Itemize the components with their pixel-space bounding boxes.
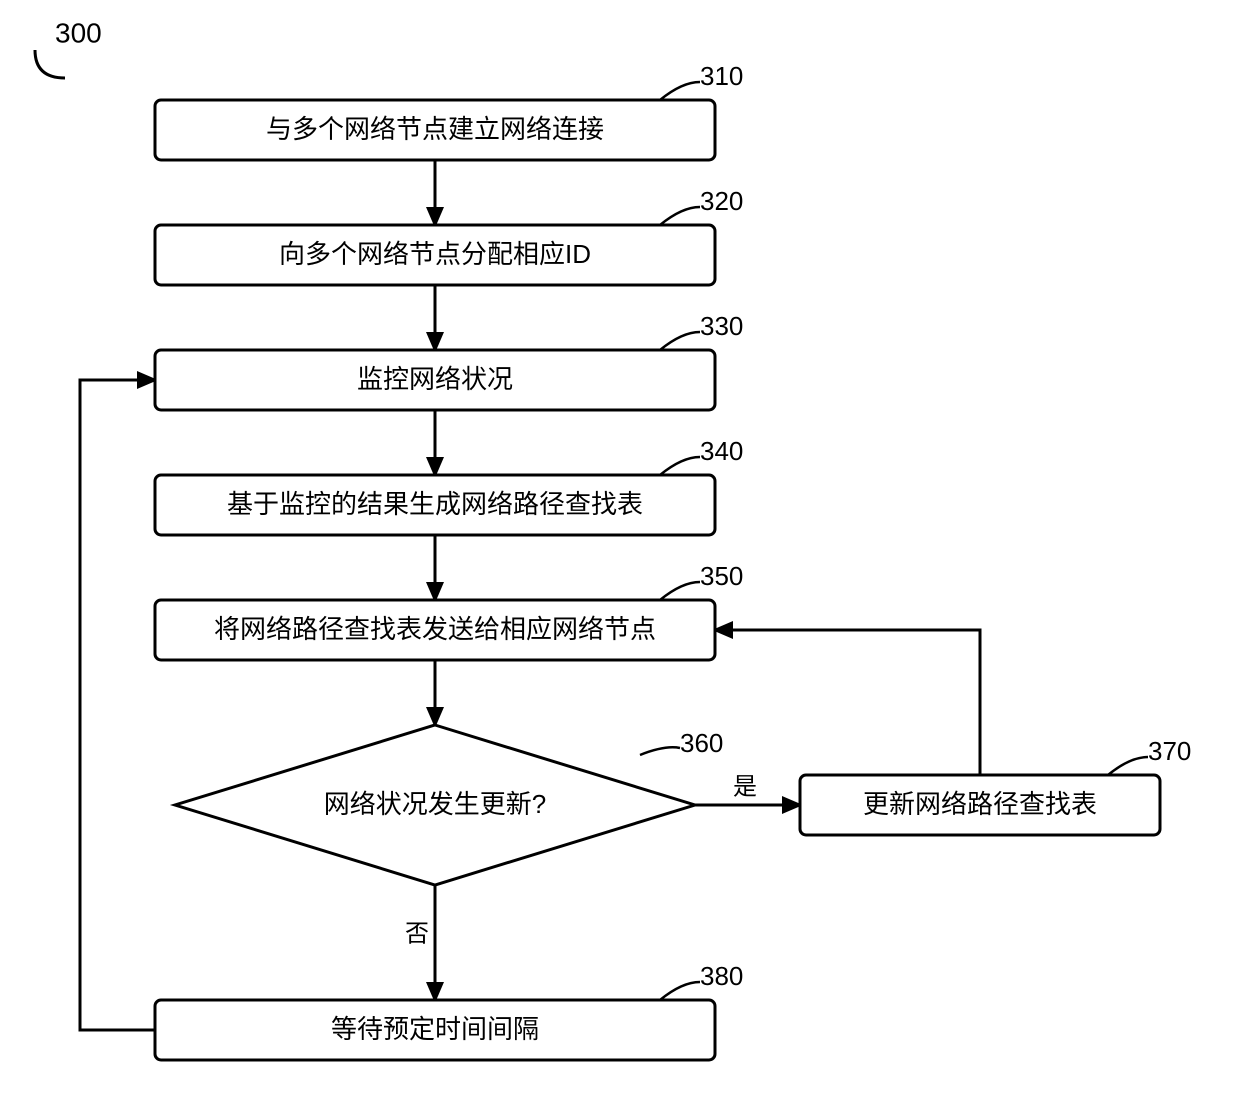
reference-leader	[660, 82, 700, 100]
flow-node-label: 监控网络状况	[357, 364, 513, 394]
figure-ref-label: 300	[55, 17, 102, 48]
reference-number: 310	[700, 61, 743, 91]
reference-leader	[660, 582, 700, 600]
flow-node-label: 向多个网络节点分配相应ID	[279, 239, 591, 269]
flow-edge	[80, 380, 155, 1030]
figure-ref-hook	[35, 50, 65, 78]
reference-number: 380	[700, 961, 743, 991]
reference-leader	[660, 207, 700, 225]
reference-number: 340	[700, 436, 743, 466]
reference-leader	[660, 332, 700, 350]
reference-leader	[660, 982, 700, 1000]
flow-edge-label: 是	[733, 773, 757, 800]
flow-edge	[715, 630, 980, 775]
flow-node-label: 等待预定时间间隔	[331, 1014, 539, 1044]
flow-node-label: 基于监控的结果生成网络路径查找表	[227, 489, 643, 519]
flow-node-label: 与多个网络节点建立网络连接	[266, 114, 604, 144]
reference-leader	[640, 747, 680, 755]
reference-number: 320	[700, 186, 743, 216]
flow-edge-label: 否	[405, 920, 429, 947]
flow-node-label: 网络状况发生更新?	[324, 789, 546, 819]
flow-node-label: 更新网络路径查找表	[863, 789, 1097, 819]
reference-number: 360	[680, 728, 723, 758]
reference-leader	[660, 457, 700, 475]
flow-node-label: 将网络路径查找表发送给相应网络节点	[214, 614, 656, 644]
reference-leader	[1108, 757, 1148, 775]
reference-number: 350	[700, 561, 743, 591]
reference-number: 330	[700, 311, 743, 341]
reference-number: 370	[1148, 736, 1191, 766]
